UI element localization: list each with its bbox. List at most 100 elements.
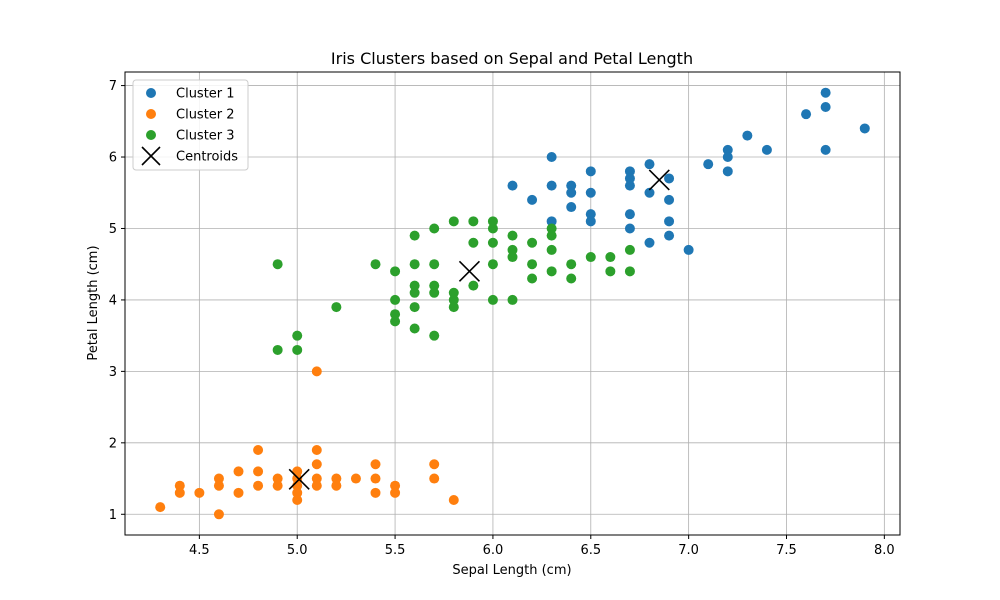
y-tick-label: 7 xyxy=(109,79,117,94)
plot-frame xyxy=(124,71,901,536)
x-tick-label: 7.5 xyxy=(776,543,797,558)
cluster-2-point xyxy=(253,480,264,491)
cluster-3-point xyxy=(507,244,518,255)
cluster-3-point xyxy=(331,302,342,313)
legend-marker-cluster-3 xyxy=(146,130,156,140)
cluster-3-point xyxy=(448,294,459,305)
cluster-2-point xyxy=(429,459,440,470)
cluster-1-point xyxy=(664,194,675,205)
cluster-1-point xyxy=(820,102,831,113)
cluster-1-point xyxy=(703,159,714,170)
cluster-2-point xyxy=(311,459,322,470)
cluster-1-point xyxy=(624,223,635,234)
cluster-3-point xyxy=(527,273,538,284)
centroid-marker xyxy=(648,169,670,191)
cluster-3-point xyxy=(409,230,420,241)
cluster-3-point xyxy=(487,237,498,248)
cluster-2-point xyxy=(311,480,322,491)
chart-title: Iris Clusters based on Sepal and Petal L… xyxy=(331,49,693,68)
cluster-2-point xyxy=(311,444,322,455)
cluster-2-point xyxy=(311,473,322,484)
cluster-2-point xyxy=(174,480,185,491)
legend-label-cluster-3: Cluster 3 xyxy=(176,129,235,144)
centroid-marker xyxy=(288,468,310,490)
cluster-1-point xyxy=(859,123,870,134)
cluster-1-point xyxy=(644,187,655,198)
cluster-3-point xyxy=(409,287,420,298)
legend-box xyxy=(132,79,249,171)
cluster-3-point xyxy=(507,294,518,305)
cluster-3-point xyxy=(546,230,557,241)
cluster-3-point xyxy=(487,259,498,270)
cluster-2-point xyxy=(174,487,185,498)
legend-label-cluster-1: Cluster 1 xyxy=(176,87,235,102)
cluster-3-point xyxy=(507,230,518,241)
cluster-1-point xyxy=(624,209,635,220)
cluster-3-point xyxy=(448,302,459,313)
cluster-1-point xyxy=(507,180,518,191)
cluster-2-point xyxy=(370,473,381,484)
y-tick-label: 3 xyxy=(109,365,117,380)
cluster-3-point xyxy=(409,280,420,291)
cluster-2-point xyxy=(331,480,342,491)
cluster-3-point xyxy=(566,273,577,284)
cluster-2-point xyxy=(253,444,264,455)
x-tick-label: 5.0 xyxy=(287,543,308,558)
legend-label-centroids: Centroids xyxy=(176,150,238,165)
cluster-2-point xyxy=(370,487,381,498)
cluster-1-point xyxy=(742,130,753,141)
cluster-3-point xyxy=(390,309,401,320)
legend-marker-cluster-1 xyxy=(146,88,156,98)
cluster-3-point xyxy=(390,316,401,327)
y-tick-label: 4 xyxy=(109,293,117,308)
cluster-2-point xyxy=(253,466,264,477)
cluster-3-point xyxy=(409,323,420,334)
cluster-3-point xyxy=(566,259,577,270)
cluster-1-point xyxy=(585,209,596,220)
y-tick-label: 1 xyxy=(109,508,117,523)
legend: Cluster 1 Cluster 2 Cluster 3 Centroids xyxy=(132,79,249,171)
cluster-2-point xyxy=(213,480,224,491)
cluster-1-point xyxy=(664,173,675,184)
cluster-1-point xyxy=(624,180,635,191)
cluster-3-point xyxy=(292,344,303,355)
cluster-1-point xyxy=(546,216,557,227)
cluster-2-point xyxy=(272,480,283,491)
cluster-3-point xyxy=(272,344,283,355)
cluster-3-point xyxy=(468,280,479,291)
x-tick-label: 4.5 xyxy=(189,543,210,558)
cluster-2-point xyxy=(155,502,166,513)
y-tick-label: 5 xyxy=(109,222,117,237)
cluster-1-point xyxy=(546,152,557,163)
cluster-1-point xyxy=(722,152,733,163)
x-tick-label: 5.5 xyxy=(385,543,406,558)
cluster-1-point xyxy=(722,144,733,155)
cluster-2-point xyxy=(213,473,224,484)
x-axis-label: Sepal Length (cm) xyxy=(452,563,571,578)
cluster-3-point xyxy=(527,259,538,270)
cluster-1-point xyxy=(566,187,577,198)
cluster-3-point xyxy=(448,287,459,298)
x-tick-label: 8.0 xyxy=(874,543,895,558)
cluster-2-point xyxy=(390,487,401,498)
x-tick-label: 6.5 xyxy=(580,543,601,558)
cluster-1-point xyxy=(585,166,596,177)
x-tick-label: 6.0 xyxy=(483,543,504,558)
cluster-2-point xyxy=(331,473,342,484)
cluster-2-point xyxy=(350,473,361,484)
cluster-1-point xyxy=(801,109,812,120)
y-tick-label: 6 xyxy=(109,151,117,166)
cluster-2-point xyxy=(370,459,381,470)
x-tick-label: 7.0 xyxy=(678,543,699,558)
cluster-2-point xyxy=(292,487,303,498)
cluster-3-point xyxy=(409,259,420,270)
cluster-2-point xyxy=(272,473,283,484)
cluster-3-point xyxy=(527,237,538,248)
cluster-3-point xyxy=(429,287,440,298)
cluster-3-point xyxy=(429,330,440,341)
cluster-3-point xyxy=(624,244,635,255)
cluster-1-point xyxy=(664,230,675,241)
data-points xyxy=(155,87,870,520)
cluster-3-point xyxy=(448,216,459,227)
